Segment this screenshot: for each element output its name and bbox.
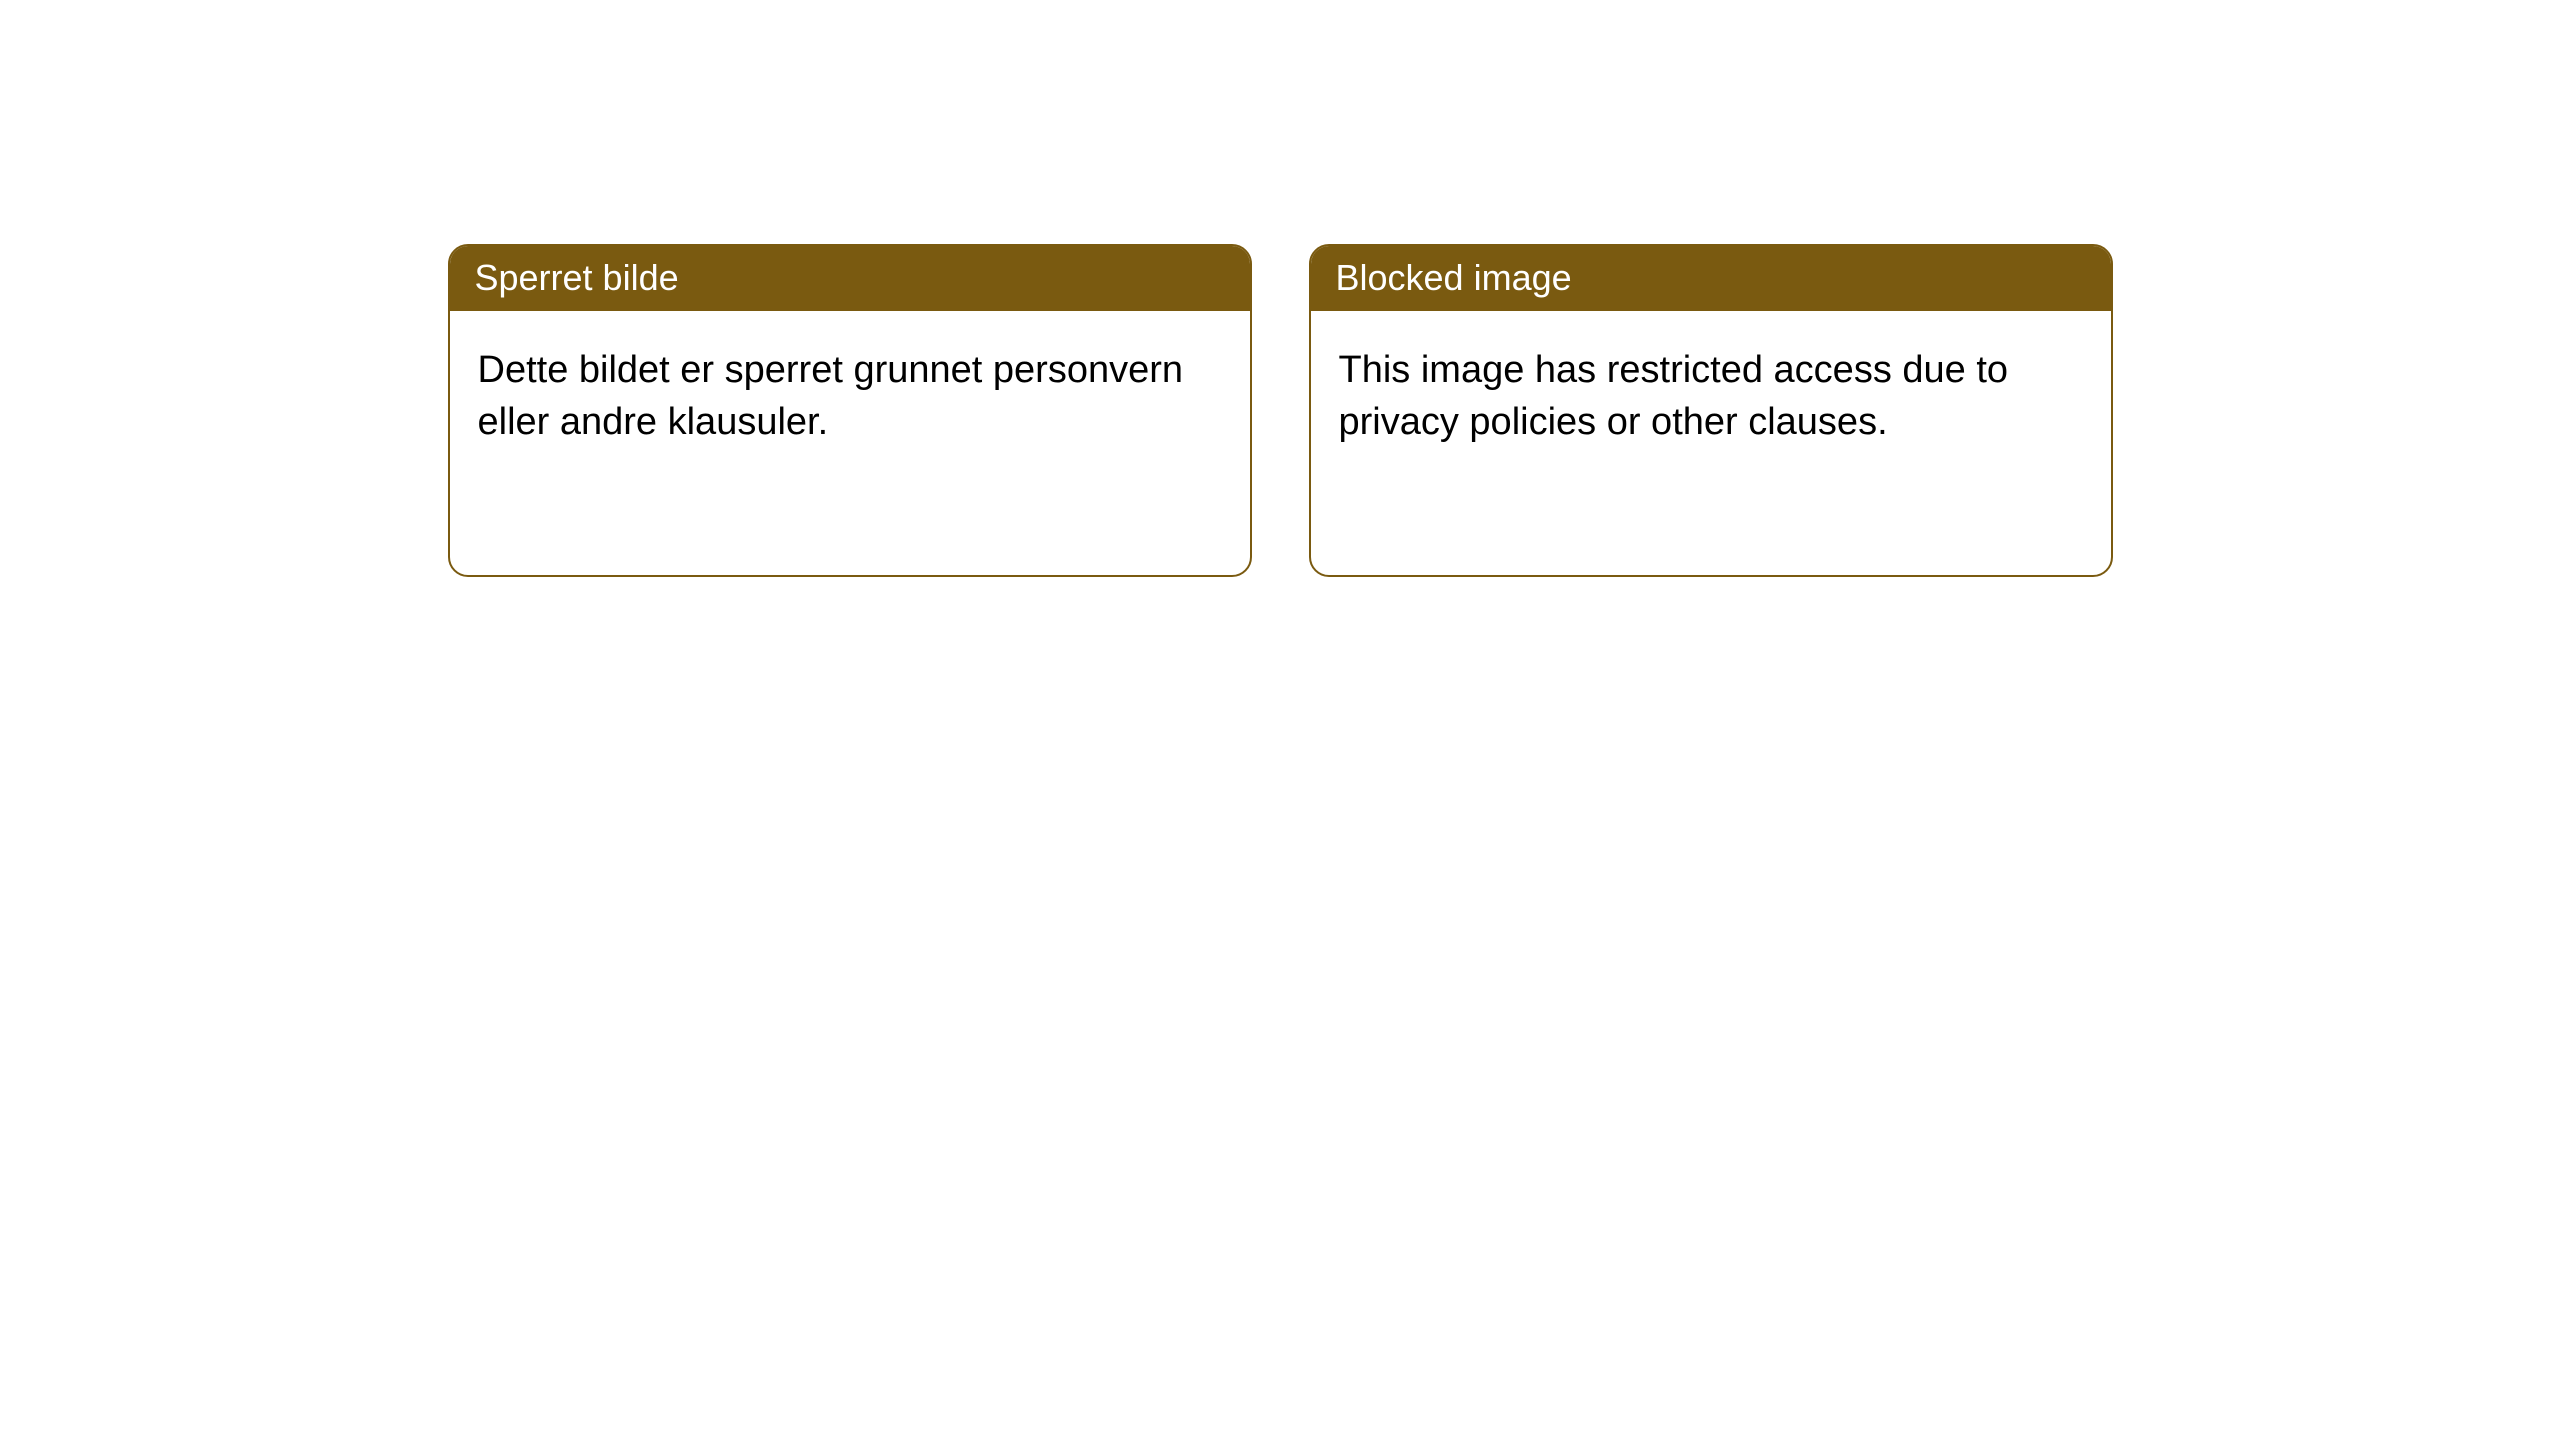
notice-body-text: This image has restricted access due to … [1339,349,2009,443]
notice-title: Blocked image [1336,257,1572,298]
notice-body: This image has restricted access due to … [1311,311,2111,476]
notice-title: Sperret bilde [475,257,679,298]
notice-container: Sperret bilde Dette bildet er sperret gr… [448,244,2113,1440]
notice-header: Blocked image [1311,246,2111,311]
notice-box-norwegian: Sperret bilde Dette bildet er sperret gr… [448,244,1252,577]
notice-header: Sperret bilde [450,246,1250,311]
notice-body-text: Dette bildet er sperret grunnet personve… [478,349,1184,443]
notice-box-english: Blocked image This image has restricted … [1309,244,2113,577]
notice-body: Dette bildet er sperret grunnet personve… [450,311,1250,476]
